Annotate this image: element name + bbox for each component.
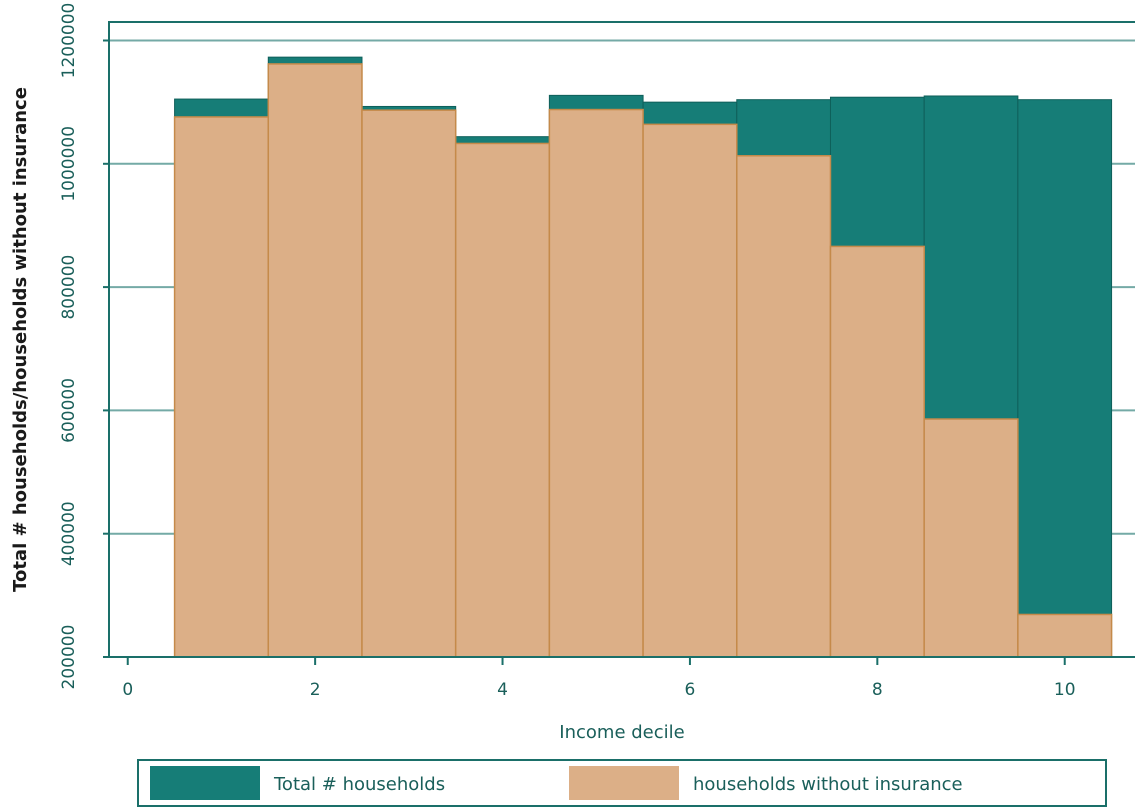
y-tick-label: 800000 <box>59 255 79 320</box>
x-tick-label: 10 <box>1054 680 1076 700</box>
bar-households-without-insurance-5 <box>548 108 644 658</box>
y-axis-ticks: 200000 400000 600000 800000 1000000 1200000 <box>59 3 109 690</box>
bar-households-without-insurance-1 <box>173 116 270 658</box>
y-axis-title: Total # households/households without in… <box>10 87 31 592</box>
bar-households-without-insurance-7 <box>736 155 832 658</box>
legend-swatch-households-without-insurance <box>569 766 679 800</box>
x-tick-label: 8 <box>872 680 883 700</box>
bar-households-without-insurance-2 <box>267 63 363 658</box>
legend-label-households-without-insurance: households without insurance <box>693 774 963 795</box>
x-tick-label: 4 <box>497 680 508 700</box>
bar-total-households-10 <box>1017 99 1113 658</box>
x-axis-title: Income decile <box>559 722 684 743</box>
bar-households-without-insurance-9 <box>923 418 1019 658</box>
legend: Total # households households without in… <box>137 759 1107 807</box>
y-tick-label: 1200000 <box>59 3 79 79</box>
bar-households-without-insurance-6 <box>642 123 738 658</box>
bar-households-without-insurance-3 <box>361 109 457 658</box>
bar-households-without-insurance-10 <box>1017 613 1113 658</box>
bar-households-without-insurance-4 <box>454 142 551 658</box>
x-tick-label: 6 <box>685 680 696 700</box>
y-tick-label: 600000 <box>59 378 79 443</box>
x-axis: 0 2 4 6 8 10 <box>109 656 1135 700</box>
y-tick-label: 400000 <box>59 501 79 566</box>
x-tick-label: 0 <box>122 680 133 700</box>
bars-households-without-insurance <box>173 63 1113 658</box>
y-tick-label: 1000000 <box>59 126 79 202</box>
y-tick-label: 200000 <box>59 625 79 690</box>
x-tick-label: 2 <box>310 680 321 700</box>
bar-households-without-insurance-8 <box>829 245 925 658</box>
legend-swatch-total-households <box>150 766 260 800</box>
legend-label-total-households: Total # households <box>273 774 445 795</box>
